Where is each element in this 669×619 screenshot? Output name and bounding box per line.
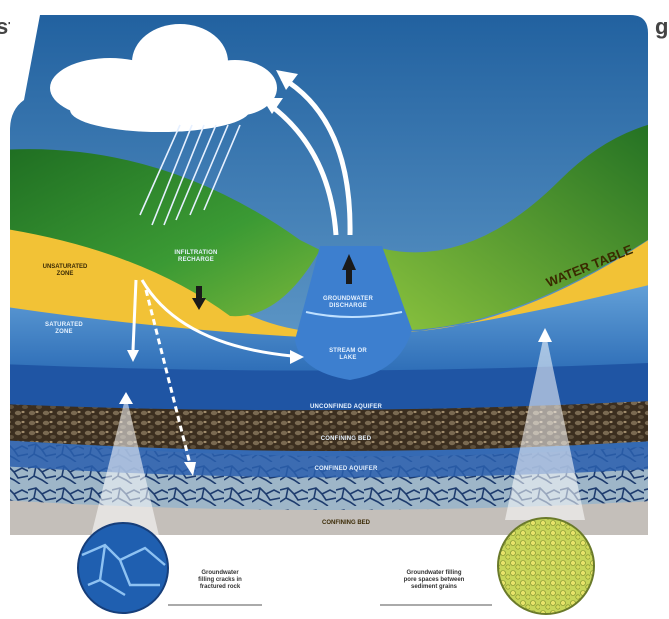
- discharge-arrow: [342, 254, 356, 284]
- label-stream-lake: stream or lake: [329, 348, 367, 361]
- label-infiltration: infiltration recharge: [174, 250, 218, 263]
- flow-arrowhead-down: [127, 350, 139, 362]
- label-bottom-confining-bed: confining bed: [322, 520, 370, 526]
- unsaturated-zone: [10, 220, 648, 339]
- evaporation-arrows: [268, 75, 353, 236]
- edge-text-right: gr: [655, 14, 669, 39]
- infiltration-arrow: [192, 286, 206, 310]
- right-hill: [380, 120, 648, 330]
- sediment-grains-zoom: [497, 517, 595, 615]
- zoom-arrowhead-right: [538, 328, 552, 342]
- flow-arrowhead-stream: [290, 350, 304, 364]
- evaporation-arrowhead-1: [276, 70, 298, 90]
- label-saturated-zone: saturated zone: [45, 322, 83, 335]
- edge-text-left: st: [0, 14, 10, 39]
- zoom-arrowhead-left: [119, 392, 133, 404]
- left-hill: [10, 149, 320, 317]
- label-unsaturated-zone: unsaturated zone: [42, 264, 88, 277]
- label-confining-bed: confining bed: [320, 436, 372, 442]
- evaporation-arrowhead-2: [262, 98, 283, 114]
- label-discharge: groundwater discharge: [322, 296, 374, 309]
- caption-fractured-rock: Groundwater filling cracks in fractured …: [198, 570, 242, 591]
- label-unconfined-aquifer: unconfined aquifer: [309, 404, 383, 410]
- water-surface: [305, 311, 403, 318]
- caption-sediment-grains: Groundwater filling pore spaces between …: [403, 570, 465, 591]
- cloud: [50, 24, 277, 132]
- rain: [139, 124, 241, 226]
- zoom-beam-right: [505, 330, 585, 520]
- flow-arrows: [131, 279, 293, 465]
- saturated-zone: [10, 272, 648, 371]
- flow-arrowhead-deep: [184, 462, 196, 476]
- stream-lake: [295, 246, 412, 380]
- label-confined-aquifer: confined aquifer: [314, 466, 378, 472]
- fractured-rock-zoom: [77, 522, 169, 614]
- zoom-beam-left: [90, 395, 160, 540]
